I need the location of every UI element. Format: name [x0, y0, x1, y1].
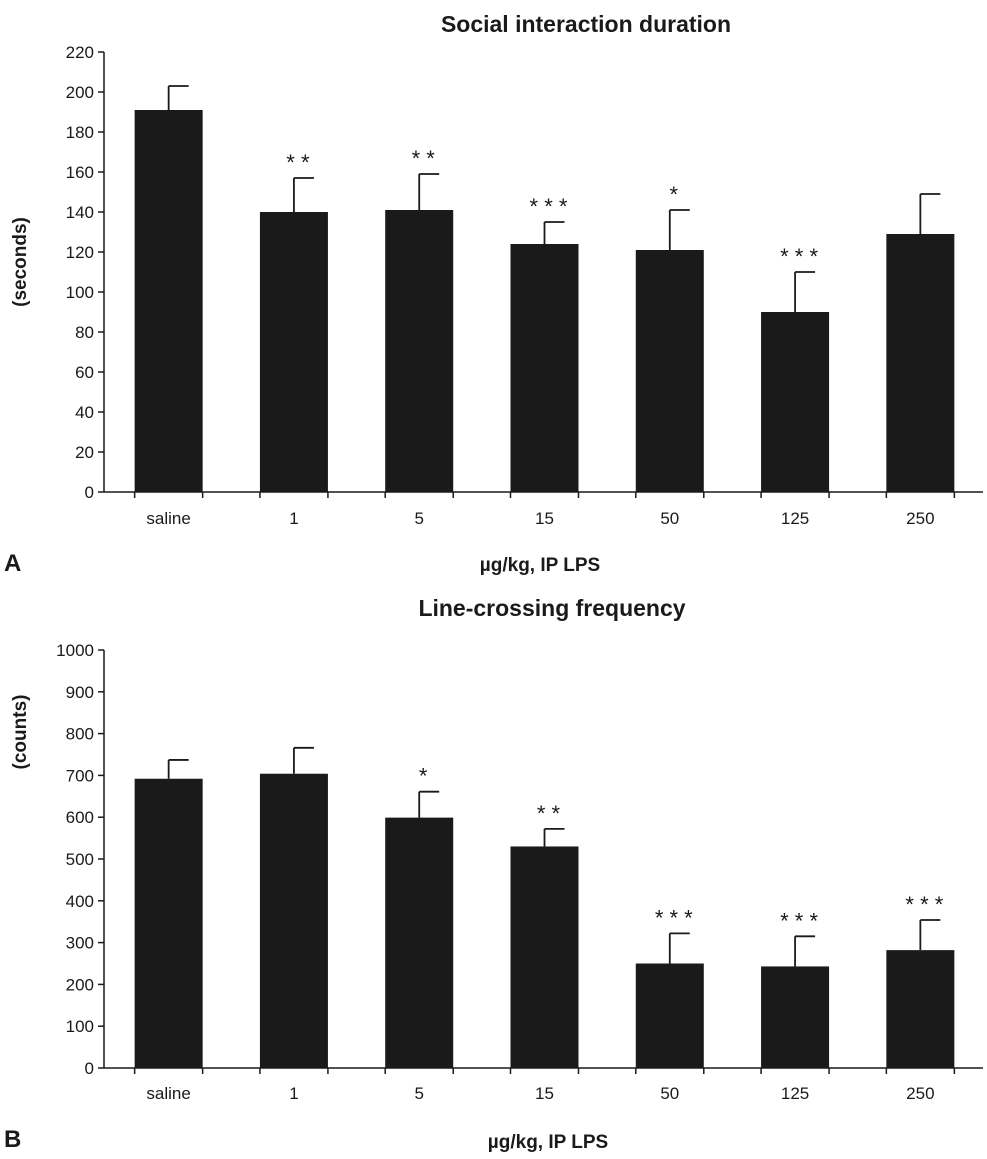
y-tick-label: 0: [85, 483, 94, 502]
y-axis-label-b: (counts): [10, 695, 31, 770]
bar: [761, 966, 830, 1068]
plot-area-a: 0 20 40 60 80 100 120 140 160 180 200 220 saline 1 * *…: [66, 43, 983, 528]
y-tick-label: 100: [66, 1017, 94, 1036]
x-tick-label: 1: [289, 1084, 298, 1103]
y-tick-label: 500: [66, 850, 94, 869]
y-tick-label: 20: [75, 443, 94, 462]
y-tick-label: 900: [66, 683, 94, 702]
x-tick-label: 5: [414, 509, 423, 528]
chart-title-a: Social interaction duration: [441, 11, 731, 37]
y-tick-label: 220: [66, 43, 94, 62]
x-tick-label: 250: [906, 509, 934, 528]
x-tick-label: saline: [146, 509, 190, 528]
significance-label: * * *: [530, 194, 568, 219]
y-tick-label: 160: [66, 163, 94, 182]
bar: [510, 244, 579, 492]
significance-label: * * *: [780, 244, 818, 269]
x-axis-label-a: µg/kg, IP LPS: [480, 555, 600, 576]
chart-panel-a: Social interaction duration (seconds) µg…: [4, 11, 983, 577]
significance-label: *: [670, 182, 679, 207]
y-tick-label: 400: [66, 892, 94, 911]
significance-label: *: [419, 764, 428, 789]
x-tick-label: 125: [781, 509, 809, 528]
y-tick-label: 60: [75, 363, 94, 382]
x-tick-label: 5: [414, 1084, 423, 1103]
panel-label-a: A: [4, 550, 21, 577]
y-tick-label: 700: [66, 766, 94, 785]
bar: [259, 773, 328, 1068]
significance-label: * * *: [905, 892, 943, 917]
bar: [635, 250, 704, 492]
bar: [134, 110, 203, 492]
x-tick-label: 1: [289, 509, 298, 528]
bar: [510, 846, 579, 1068]
chart-title-b: Line-crossing frequency: [418, 595, 685, 621]
bar: [635, 963, 704, 1068]
y-tick-label: 200: [66, 83, 94, 102]
bar: [259, 212, 328, 492]
significance-label: * *: [286, 150, 310, 175]
x-tick-label: 50: [660, 1084, 679, 1103]
panel-label-b: B: [4, 1126, 21, 1153]
significance-label: * *: [412, 146, 436, 171]
x-tick-label: saline: [146, 1084, 190, 1103]
x-tick-label: 125: [781, 1084, 809, 1103]
y-tick-label: 300: [66, 934, 94, 953]
y-tick-label: 0: [85, 1059, 94, 1078]
bar: [385, 210, 454, 492]
y-tick-label: 100: [66, 283, 94, 302]
bar: [134, 778, 203, 1068]
significance-label: * * *: [780, 908, 818, 933]
bar: [385, 817, 454, 1068]
y-tick-label: 600: [66, 808, 94, 827]
significance-label: * * *: [655, 905, 693, 930]
y-tick-label: 140: [66, 203, 94, 222]
y-tick-label: 1000: [56, 641, 94, 660]
bar: [761, 312, 830, 492]
y-tick-label: 120: [66, 243, 94, 262]
x-tick-label: 15: [535, 509, 554, 528]
bar: [886, 950, 955, 1068]
x-tick-label: 15: [535, 1084, 554, 1103]
x-tick-label: 250: [906, 1084, 934, 1103]
y-tick-label: 40: [75, 403, 94, 422]
y-tick-label: 180: [66, 123, 94, 142]
x-tick-label: 50: [660, 509, 679, 528]
y-tick-label: 80: [75, 323, 94, 342]
chart-panel-b: Line-crossing frequency (counts) µg/kg, …: [4, 595, 983, 1153]
y-axis-label-a: (seconds): [10, 217, 31, 307]
y-tick-label: 800: [66, 725, 94, 744]
x-axis-label-b: µg/kg, IP LPS: [488, 1132, 608, 1153]
bar: [886, 234, 955, 492]
significance-label: * *: [537, 801, 561, 826]
y-tick-label: 200: [66, 975, 94, 994]
